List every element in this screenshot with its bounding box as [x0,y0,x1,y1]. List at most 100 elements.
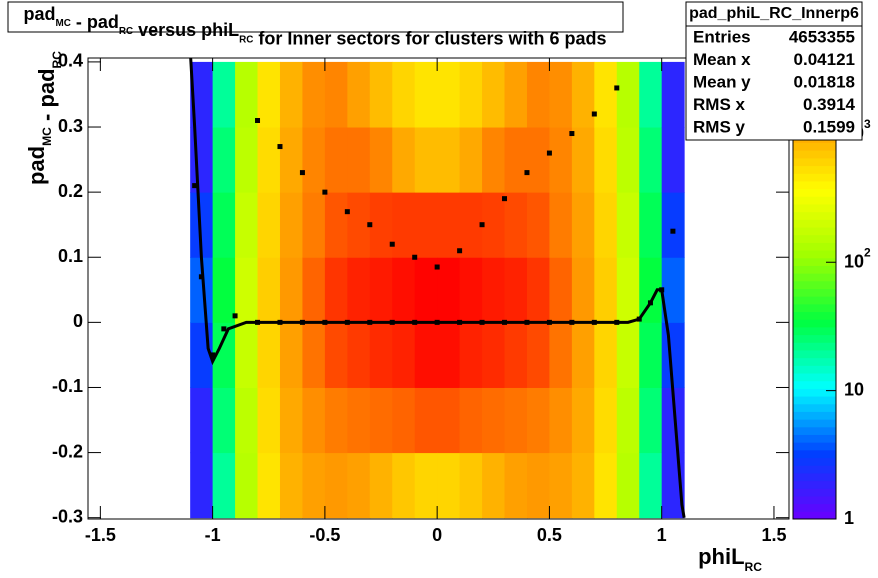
z-tick-exp: 3 [864,117,871,131]
colorbar-step [793,250,836,259]
colorbar-step [793,334,836,343]
heat-cell [639,192,663,258]
heat-cell [324,452,348,519]
colorbar-step [793,227,836,236]
colorbar-step [793,188,836,197]
heat-cell [459,257,483,323]
heat-cell [639,127,663,193]
x-tick-label: 1.5 [761,525,786,545]
profile-point [322,189,328,195]
heat-cell [369,61,393,128]
heat-cell [369,387,393,454]
stats-value: 0.01818 [794,72,855,91]
heat-cell [302,192,326,258]
stats-value: 4653355 [789,27,855,46]
heat-cell [616,452,640,519]
profile-point [255,118,261,124]
heat-cell [526,322,550,388]
label-part: pad [23,4,55,24]
heat-cell [482,387,506,454]
heat-cell [616,192,640,258]
colorbar-step [793,349,836,359]
label: padMC - padRC [24,51,64,185]
colorbar-step [793,449,836,459]
heat-cell [392,257,416,323]
heat-cell [571,127,595,193]
colorbar-step [793,403,836,412]
heat-cell [594,452,618,519]
heat-cell [459,322,483,388]
heat-cell [526,257,550,323]
colorbar-step [793,288,836,297]
label-part: pad [24,146,49,185]
colorbar-step [793,388,836,397]
heat-cell [347,257,371,323]
colorbar-step [793,380,836,389]
colorbar-step [793,511,836,520]
colorbar-step [793,442,836,451]
heat-cell [616,257,640,323]
colorbar-step [793,242,836,251]
heat-cell [437,192,461,258]
label-part: versus phiL [133,20,239,40]
y-tick-label: -0.1 [52,376,83,396]
stats-value: 0.04121 [794,50,855,69]
heat-cell [459,192,483,258]
heat-cell [279,452,303,519]
z-tick-label: 102 [844,245,871,271]
heat-cell [212,387,236,454]
heat-cell [549,322,573,388]
label: padMC - padRC versus phiLRC for Inner se… [23,4,606,48]
heat-cell [257,61,281,128]
heat-cell [504,257,528,323]
heat-cell [414,127,438,193]
heat-cell [504,192,528,258]
heat-cell [616,61,640,128]
colorbar-step [793,342,836,351]
stats-value: 0.1599 [803,117,855,136]
heat-cell [594,322,618,388]
heat-cell [212,61,236,128]
heat-cell [414,322,438,388]
heat-cell [594,192,618,258]
heat-cell [504,322,528,388]
heat-cell [437,127,461,193]
heat-cell [212,322,236,388]
colorbar-step [793,165,836,174]
heat-cell [482,61,506,128]
colorbar-step [793,265,836,274]
heat-cell [414,257,438,323]
colorbar-step [793,296,836,305]
heat-cell [369,322,393,388]
heat-cell [235,387,259,454]
colorbar-step [793,203,836,213]
heat-cell [571,61,595,128]
profile-point [569,131,575,137]
profile-point [524,170,530,176]
heat-cell [526,61,550,128]
heat-cell [482,452,506,519]
profile-point [389,241,395,247]
heat-cell [504,61,528,128]
heat-cell [190,452,214,519]
heat-cell [661,257,685,323]
heat-cell [369,257,393,323]
colorbar-step [793,326,836,336]
heat-cell [212,192,236,258]
heat-cell [639,257,663,323]
heat-cell [571,192,595,258]
profile-point [192,183,198,189]
heat-cell [414,387,438,454]
heat-cell [437,322,461,388]
heat-cell [279,61,303,128]
profile-point [614,85,620,91]
heat-cell [526,452,550,519]
colorbar-step [793,411,836,420]
heat-cell [482,192,506,258]
stats-key: Mean x [693,50,751,69]
heat-cell [347,452,371,519]
heat-cell [437,61,461,128]
heat-cell [459,127,483,193]
heat-cell [549,61,573,128]
heat-cell [279,387,303,454]
